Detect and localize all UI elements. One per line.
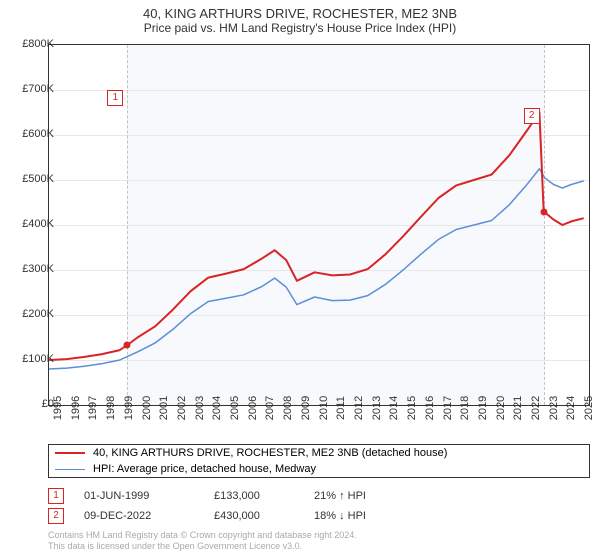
y-axis-label: £0 <box>10 398 54 410</box>
x-axis-label: 2019 <box>477 396 489 420</box>
sale-row-marker: 2 <box>48 508 64 524</box>
x-axis-label: 2010 <box>318 396 330 420</box>
legend-swatch <box>55 469 85 470</box>
legend-label: 40, KING ARTHURS DRIVE, ROCHESTER, ME2 3… <box>93 447 447 459</box>
y-axis-label: £100K <box>10 353 54 365</box>
x-axis-label: 2024 <box>565 396 577 420</box>
x-axis-label: 2003 <box>194 396 206 420</box>
x-axis-label: 2023 <box>548 396 560 420</box>
sale-date: 01-JUN-1999 <box>84 490 214 502</box>
y-axis-label: £700K <box>10 83 54 95</box>
sale-date: 09-DEC-2022 <box>84 510 214 522</box>
sales-table: 1 01-JUN-1999£133,00021% ↑ HPI 2 09-DEC-202… <box>48 486 434 526</box>
x-axis-label: 2021 <box>512 396 524 420</box>
legend-swatch <box>55 452 85 454</box>
y-axis-label: £500K <box>10 173 54 185</box>
sale-row: 2 09-DEC-2022£430,00018% ↓ HPI <box>48 506 434 526</box>
chart-lines <box>49 45 589 405</box>
x-axis-label: 2016 <box>424 396 436 420</box>
hpi-line <box>49 169 584 369</box>
x-axis-label: 2001 <box>158 396 170 420</box>
x-axis-label: 2018 <box>459 396 471 420</box>
sale-hpi-delta: 18% ↓ HPI <box>314 510 434 522</box>
chart: 12 <box>48 44 590 406</box>
page-title: 40, KING ARTHURS DRIVE, ROCHESTER, ME2 3… <box>0 0 600 21</box>
x-axis-label: 2013 <box>371 396 383 420</box>
sale-point <box>124 342 131 349</box>
x-axis-label: 1997 <box>87 396 99 420</box>
sale-price: £430,000 <box>214 510 314 522</box>
x-axis-label: 2004 <box>211 396 223 420</box>
x-axis-label: 2022 <box>530 396 542 420</box>
sale-row-marker: 1 <box>48 488 64 504</box>
x-axis-label: 2017 <box>442 396 454 420</box>
footer-attribution: Contains HM Land Registry data © Crown c… <box>48 530 357 552</box>
y-axis-label: £800K <box>10 38 54 50</box>
x-axis-label: 2002 <box>176 396 188 420</box>
page-subtitle: Price paid vs. HM Land Registry's House … <box>0 21 600 39</box>
x-axis-label: 2025 <box>583 396 595 420</box>
footer-line1: Contains HM Land Registry data © Crown c… <box>48 530 357 541</box>
sale-point <box>540 208 547 215</box>
y-axis-label: £400K <box>10 218 54 230</box>
sale-row: 1 01-JUN-1999£133,00021% ↑ HPI <box>48 486 434 506</box>
legend: 40, KING ARTHURS DRIVE, ROCHESTER, ME2 3… <box>48 444 590 478</box>
x-axis-label: 2015 <box>406 396 418 420</box>
y-axis-label: £300K <box>10 263 54 275</box>
y-axis-label: £200K <box>10 308 54 320</box>
legend-item: HPI: Average price, detached house, Medw… <box>49 461 589 477</box>
sale-marker-label: 2 <box>524 108 540 124</box>
x-axis-label: 1996 <box>70 396 82 420</box>
x-axis-label: 2020 <box>495 396 507 420</box>
x-axis-label: 2012 <box>353 396 365 420</box>
x-axis-label: 2006 <box>247 396 259 420</box>
x-axis-label: 1995 <box>52 396 64 420</box>
x-axis-label: 1999 <box>123 396 135 420</box>
x-axis-label: 2000 <box>141 396 153 420</box>
x-axis-label: 2009 <box>300 396 312 420</box>
sale-marker-label: 1 <box>107 90 123 106</box>
x-axis-label: 2014 <box>388 396 400 420</box>
legend-label: HPI: Average price, detached house, Medw… <box>93 463 316 475</box>
price-paid-line <box>49 113 584 361</box>
sale-hpi-delta: 21% ↑ HPI <box>314 490 434 502</box>
legend-item: 40, KING ARTHURS DRIVE, ROCHESTER, ME2 3… <box>49 445 589 461</box>
x-axis-label: 2005 <box>229 396 241 420</box>
sale-price: £133,000 <box>214 490 314 502</box>
x-axis-label: 2011 <box>335 396 347 420</box>
x-axis-label: 2008 <box>282 396 294 420</box>
footer-line2: This data is licensed under the Open Gov… <box>48 541 357 552</box>
x-axis-label: 1998 <box>105 396 117 420</box>
x-axis-label: 2007 <box>264 396 276 420</box>
y-axis-label: £600K <box>10 128 54 140</box>
